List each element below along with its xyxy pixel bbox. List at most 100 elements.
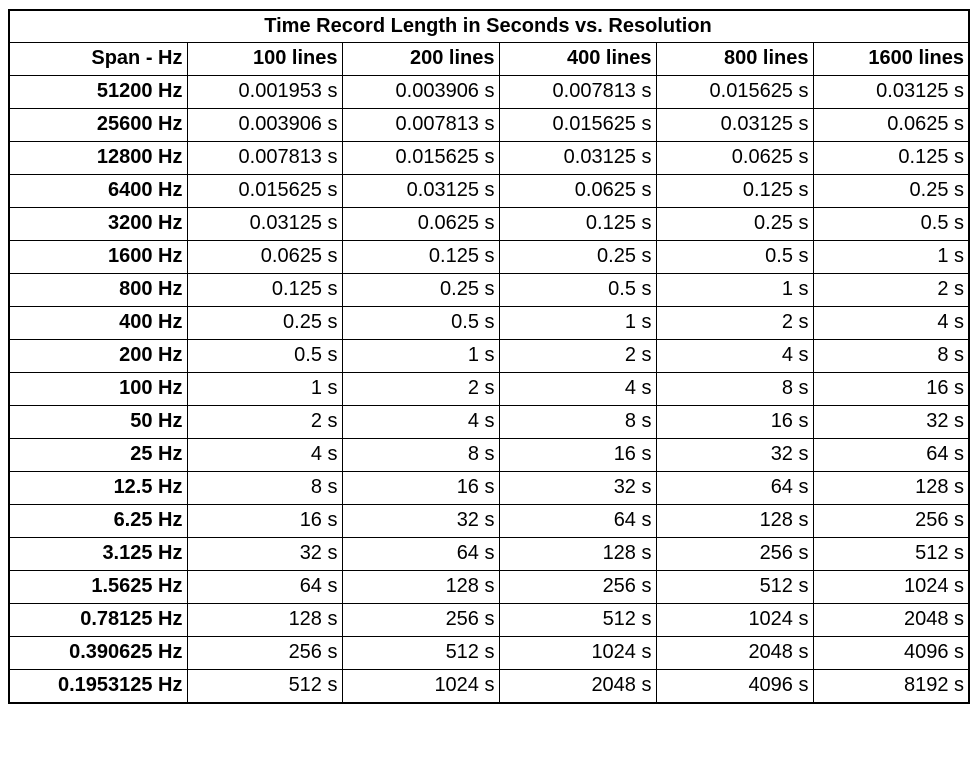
record-length-cell: 16 s	[186, 503, 342, 537]
record-length-cell: 32 s	[655, 437, 813, 471]
table-row: 12.5 Hz 8 s 16 s 32 s 64 s 128 s	[10, 470, 969, 504]
record-length-cell: 0.0625 s	[655, 140, 813, 174]
record-length-cell: 0.007813 s	[186, 140, 342, 174]
record-length-cell: 0.25 s	[341, 272, 499, 306]
record-length-cell: 1 s	[341, 338, 499, 372]
span-cell: 25600 Hz	[10, 107, 187, 141]
record-length-cell: 4 s	[655, 338, 813, 372]
record-length-cell: 8 s	[498, 404, 656, 438]
record-length-cell: 4096 s	[655, 668, 813, 702]
record-length-cell: 2 s	[655, 305, 813, 339]
span-cell: 100 Hz	[10, 371, 187, 405]
record-length-cell: 4096 s	[812, 635, 969, 669]
span-cell: 25 Hz	[10, 437, 187, 471]
table-row: 3200 Hz 0.03125 s 0.0625 s 0.125 s 0.25 s 0.5…	[10, 206, 969, 240]
record-length-cell: 256 s	[498, 569, 656, 603]
record-length-cell: 8 s	[341, 437, 499, 471]
record-length-cell: 0.25 s	[498, 239, 656, 273]
record-length-cell: 128 s	[655, 503, 813, 537]
table-body: 51200 Hz 0.001953 s 0.003906 s 0.007813 s 0.…	[10, 74, 969, 702]
record-length-cell: 4 s	[341, 404, 499, 438]
record-length-cell: 0.0625 s	[186, 239, 342, 273]
record-length-cell: 2 s	[186, 404, 342, 438]
record-length-cell: 256 s	[186, 635, 342, 669]
record-length-cell: 0.125 s	[498, 206, 656, 240]
record-length-cell: 0.25 s	[186, 305, 342, 339]
table-row: 12800 Hz 0.007813 s 0.015625 s 0.03125 s 0.0…	[10, 140, 969, 174]
span-cell: 0.78125 Hz	[10, 602, 187, 636]
record-length-cell: 0.125 s	[655, 173, 813, 207]
record-length-cell: 0.007813 s	[498, 74, 656, 108]
record-length-cell: 512 s	[186, 668, 342, 702]
header-800-lines: 800 lines	[655, 41, 813, 75]
record-length-cell: 64 s	[186, 569, 342, 603]
record-length-cell: 0.5 s	[186, 338, 342, 372]
record-length-cell: 0.007813 s	[341, 107, 499, 141]
record-length-cell: 8 s	[186, 470, 342, 504]
record-length-cell: 0.25 s	[655, 206, 813, 240]
record-length-cell: 1024 s	[341, 668, 499, 702]
header-200-lines: 200 lines	[341, 41, 499, 75]
record-length-cell: 128 s	[498, 536, 656, 570]
record-length-cell: 64 s	[655, 470, 813, 504]
span-cell: 800 Hz	[10, 272, 187, 306]
record-length-cell: 0.03125 s	[341, 173, 499, 207]
record-length-cell: 32 s	[186, 536, 342, 570]
span-cell: 12800 Hz	[10, 140, 187, 174]
record-length-cell: 8192 s	[812, 668, 969, 702]
table-row: 1.5625 Hz 64 s 128 s 256 s 512 s 1024 s	[10, 569, 969, 603]
record-length-cell: 0.125 s	[186, 272, 342, 306]
span-cell: 6.25 Hz	[10, 503, 187, 537]
record-length-cell: 0.03125 s	[812, 74, 969, 108]
span-cell: 1.5625 Hz	[10, 569, 187, 603]
record-length-cell: 4 s	[812, 305, 969, 339]
record-length-cell: 2048 s	[498, 668, 656, 702]
record-length-cell: 0.015625 s	[655, 74, 813, 108]
record-length-cell: 1 s	[498, 305, 656, 339]
record-length-cell: 0.003906 s	[186, 107, 342, 141]
record-length-cell: 16 s	[655, 404, 813, 438]
record-length-cell: 8 s	[812, 338, 969, 372]
record-length-cell: 0.5 s	[498, 272, 656, 306]
record-length-cell: 0.0625 s	[341, 206, 499, 240]
record-length-cell: 0.001953 s	[186, 74, 342, 108]
record-length-cell: 1024 s	[812, 569, 969, 603]
record-length-cell: 0.003906 s	[341, 74, 499, 108]
record-length-cell: 512 s	[498, 602, 656, 636]
record-length-cell: 0.5 s	[655, 239, 813, 273]
record-length-cell: 4 s	[498, 371, 656, 405]
record-length-cell: 128 s	[812, 470, 969, 504]
record-length-cell: 0.0625 s	[812, 107, 969, 141]
record-length-cell: 2048 s	[655, 635, 813, 669]
record-length-cell: 0.25 s	[812, 173, 969, 207]
record-length-cell: 2 s	[498, 338, 656, 372]
record-length-cell: 128 s	[341, 569, 499, 603]
record-length-cell: 16 s	[341, 470, 499, 504]
record-length-cell: 16 s	[812, 371, 969, 405]
record-length-cell: 32 s	[812, 404, 969, 438]
table-row: 51200 Hz 0.001953 s 0.003906 s 0.007813 s 0.…	[10, 74, 969, 108]
record-length-cell: 4 s	[186, 437, 342, 471]
record-length-cell: 64 s	[498, 503, 656, 537]
record-length-cell: 0.03125 s	[655, 107, 813, 141]
record-length-cell: 1 s	[655, 272, 813, 306]
span-cell: 400 Hz	[10, 305, 187, 339]
record-length-table: Time Record Length in Seconds vs. Resolu…	[10, 11, 969, 702]
table-row: 3.125 Hz 32 s 64 s 128 s 256 s 512 s	[10, 536, 969, 570]
span-cell: 200 Hz	[10, 338, 187, 372]
span-cell: 12.5 Hz	[10, 470, 187, 504]
record-length-cell: 512 s	[655, 569, 813, 603]
record-length-cell: 2 s	[812, 272, 969, 306]
record-length-cell: 0.125 s	[341, 239, 499, 273]
record-length-cell: 8 s	[655, 371, 813, 405]
record-length-cell: 2048 s	[812, 602, 969, 636]
table-title: Time Record Length in Seconds vs. Resolu…	[264, 14, 712, 37]
header-100-lines: 100 lines	[186, 41, 342, 75]
column-header-row: Span - Hz 100 lines 200 lines 400 lines …	[10, 41, 969, 75]
record-length-cell: 1 s	[186, 371, 342, 405]
